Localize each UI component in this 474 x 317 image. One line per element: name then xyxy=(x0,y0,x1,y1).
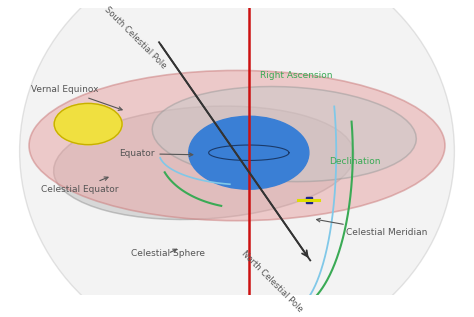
Text: Declination: Declination xyxy=(329,157,381,166)
Circle shape xyxy=(54,103,122,145)
Text: Celestial Equator: Celestial Equator xyxy=(41,177,118,193)
Ellipse shape xyxy=(19,0,455,317)
Text: North Celestial Pole: North Celestial Pole xyxy=(240,249,305,314)
Ellipse shape xyxy=(152,87,416,182)
Text: Equator: Equator xyxy=(119,149,193,158)
Ellipse shape xyxy=(29,70,445,221)
Text: South Celestial Pole: South Celestial Pole xyxy=(103,5,168,71)
Text: Vernal Equinox: Vernal Equinox xyxy=(31,86,122,110)
Text: Celestial Sphere: Celestial Sphere xyxy=(131,249,205,258)
Text: Right Ascension: Right Ascension xyxy=(260,71,332,80)
Circle shape xyxy=(189,116,309,189)
Ellipse shape xyxy=(54,106,354,219)
Text: Celestial Meridian: Celestial Meridian xyxy=(317,218,427,236)
